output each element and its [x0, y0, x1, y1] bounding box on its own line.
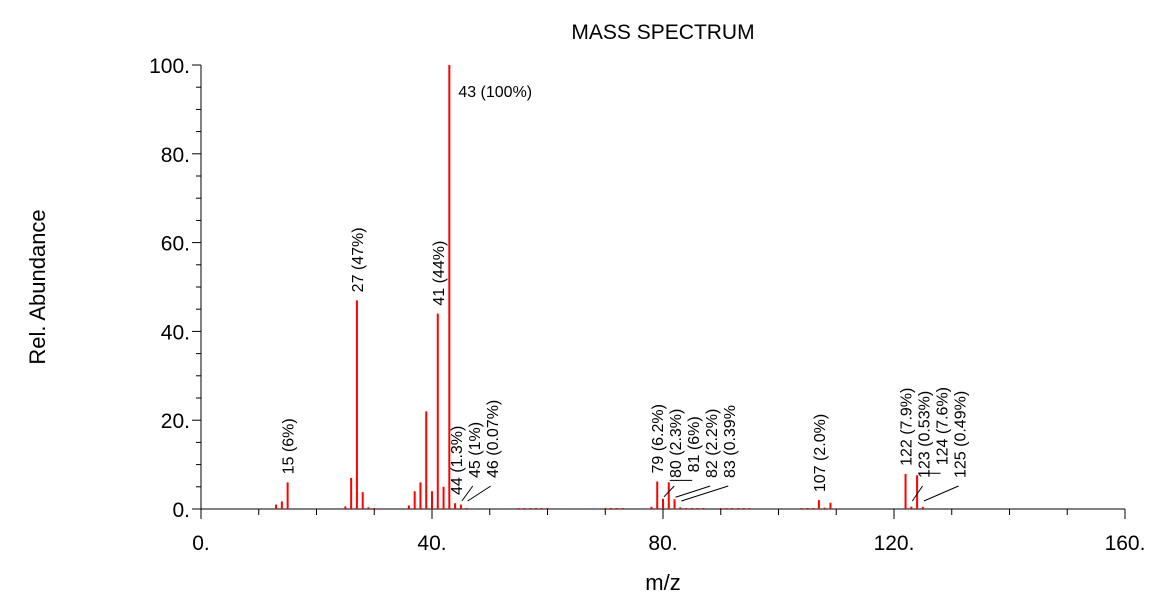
peak-label-mz-123: 123 (0.53%) [917, 391, 934, 478]
y-tick-label: 40. [161, 321, 190, 344]
y-tick-label: 0. [172, 499, 190, 522]
y-axis-ticks: 0. 20. 40. 60. 80. 100. [149, 55, 201, 522]
peak-label-mz-80: 80 (2.3%) [668, 409, 685, 478]
peak-label-mz-79: 79 (6.2%) [650, 404, 667, 473]
x-tick-label: 40. [417, 532, 446, 555]
peak-label-mz-83: 83 (0.39% [722, 405, 739, 478]
peak-label-mz-41: 41 (44%) [431, 241, 448, 306]
x-tick-label: 80. [648, 532, 677, 555]
leader-line-mz-125 [923, 485, 959, 502]
x-tick-label: 0. [192, 532, 210, 555]
peak-label-mz-82: 82 (2.2%) [704, 409, 721, 478]
leader-line-mz-82 [675, 485, 711, 498]
peak-label-mz-43: 43 (100%) [458, 84, 532, 101]
x-tick-label: 120. [874, 532, 915, 555]
x-axis-title: m/z [645, 570, 680, 595]
peak-label-mz-44: 44 (1.3%) [449, 426, 466, 495]
y-tick-label: 80. [161, 144, 190, 167]
leader-line-mz-123 [911, 485, 923, 502]
x-axis-ticks: 0. 40. 80. 120. 160. [192, 509, 1145, 555]
peak-label-mz-122: 122 (7.9%) [899, 388, 916, 466]
leader-line-mz-45 [461, 485, 474, 502]
leader-line-mz-46 [467, 485, 492, 502]
peak-label-mz-45: 45 (1%) [467, 422, 484, 478]
y-axis-title: Rel. Abundance [25, 209, 50, 364]
peak-label-mz-124: 124 (7.6%) [935, 387, 952, 465]
leader-line-mz-80 [663, 485, 675, 498]
x-tick-label: 160. [1105, 532, 1146, 555]
chart-title: MASS SPECTRUM [571, 21, 754, 44]
peak-labels: 15 (6%) 27 (47%) 41 (44%) 43 (100%) 44 (1.3%… [281, 84, 970, 495]
y-tick-label: 60. [161, 233, 190, 256]
y-tick-label: 20. [161, 410, 190, 433]
y-tick-label: 100. [149, 55, 190, 78]
peak-label-mz-46: 46 (0.07%) [485, 400, 502, 478]
peak-label-mz-27: 27 (47%) [350, 227, 367, 292]
peak-label-mz-81: 81 (6%) [686, 416, 703, 472]
peak-label-mz-125: 125 (0.49%) [953, 391, 970, 478]
leader-line-mz-83 [681, 485, 729, 502]
label-leader-lines [461, 472, 959, 502]
peaks [275, 65, 924, 509]
peak-label-mz-15: 15 (6%) [281, 418, 298, 474]
peak-label-mz-107: 107 (2.0%) [812, 414, 829, 492]
